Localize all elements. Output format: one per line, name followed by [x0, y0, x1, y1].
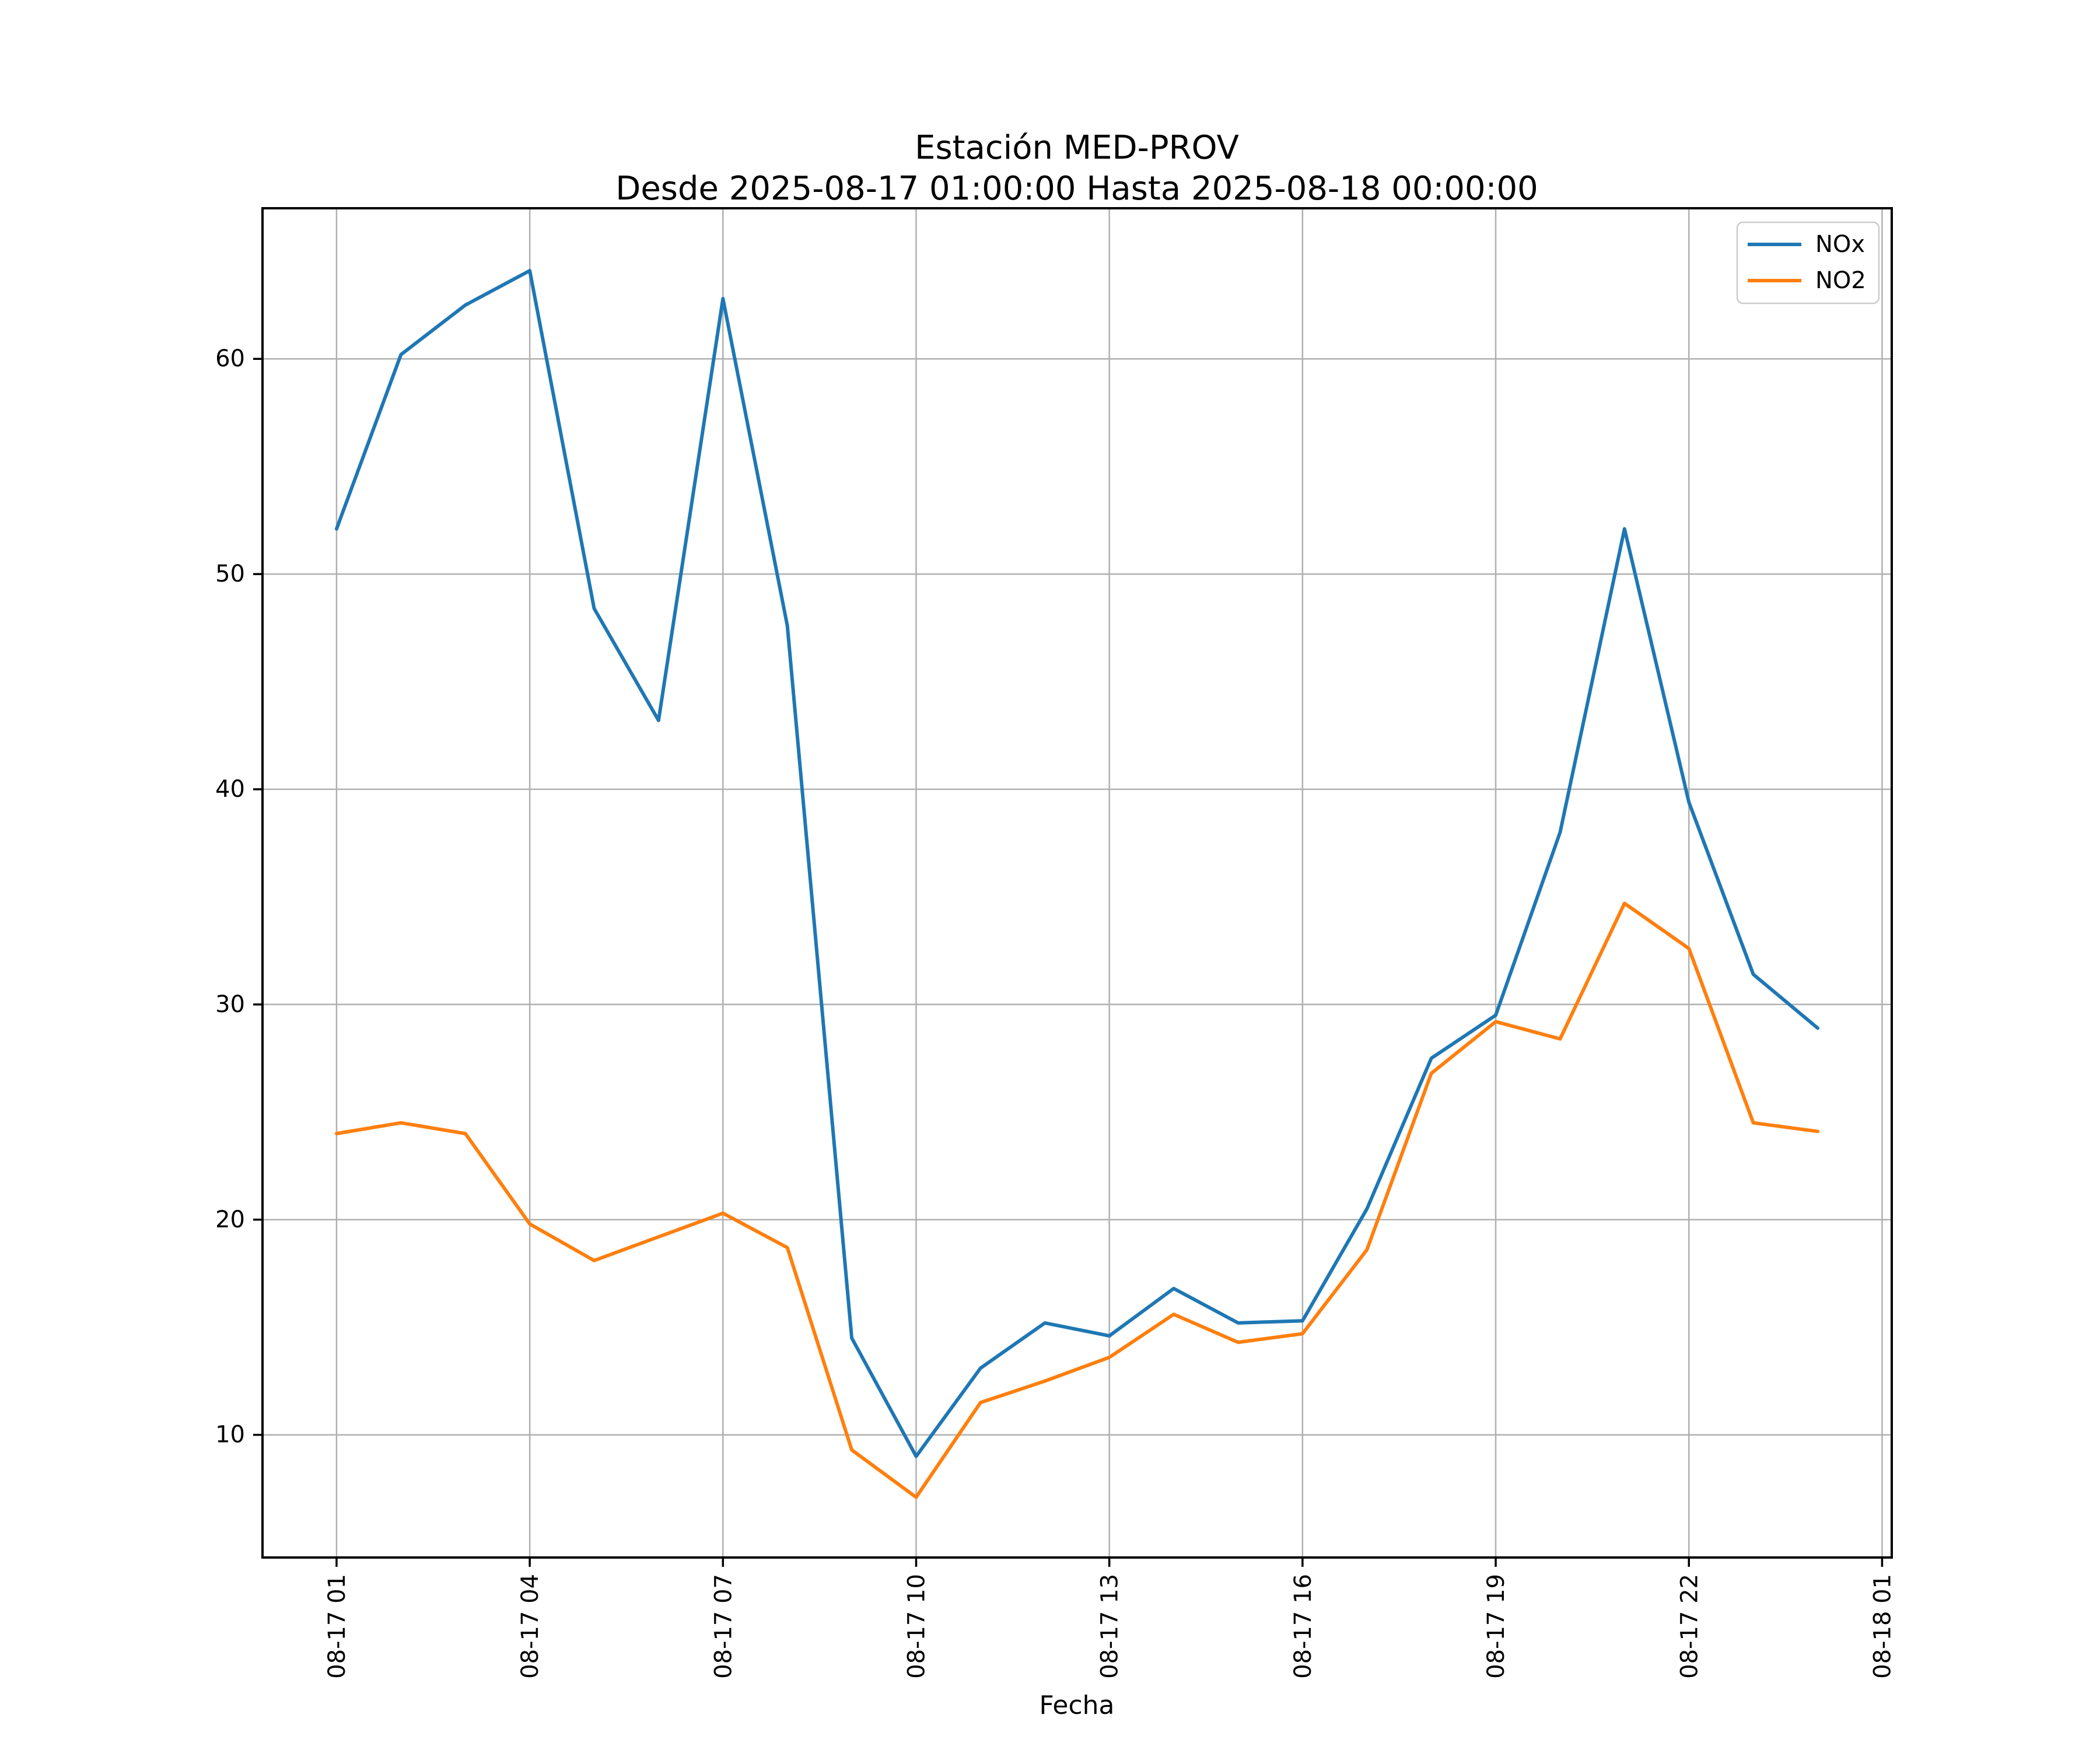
series-lines — [334, 268, 1820, 1499]
x-tick-label: 08-17 13 — [1097, 1574, 1124, 1679]
legend: NOx NO2 — [1736, 221, 1880, 304]
chart-subtitle: Desde 2025-08-17 01:00:00 Hasta 2025-08-… — [615, 170, 1538, 208]
x-tick-label: 08-18 01 — [1869, 1574, 1896, 1679]
x-tick-label: 08-17 07 — [710, 1574, 737, 1679]
plot-border — [261, 207, 1893, 1559]
legend-label-nox: NOx — [1815, 231, 1865, 258]
y-ticks: 10 20 30 40 50 60 — [215, 345, 262, 1448]
legend-box — [1736, 221, 1880, 304]
legend-label-no2: NO2 — [1815, 267, 1866, 294]
x-tick-label: 08-17 10 — [904, 1574, 930, 1679]
gridlines — [262, 208, 1892, 1558]
x-axis-label: Fecha — [1039, 1690, 1114, 1720]
plot-area — [262, 208, 1892, 1558]
y-tick-label: 50 — [215, 561, 245, 587]
x-tick-label: 08-17 01 — [324, 1574, 351, 1679]
nox-line — [334, 268, 1820, 1458]
no2-line — [334, 901, 1820, 1499]
y-tick-label: 20 — [215, 1206, 245, 1233]
x-tick-label: 08-17 16 — [1290, 1574, 1317, 1679]
chart-title: Estación MED-PROV — [915, 129, 1239, 167]
y-tick-label: 40 — [215, 776, 245, 803]
x-ticks: 08-17 01 08-17 04 08-17 07 08-17 10 08-17 13… — [324, 1558, 1896, 1679]
x-tick-label: 08-17 22 — [1676, 1574, 1703, 1679]
x-tick-label: 08-17 19 — [1483, 1574, 1510, 1679]
y-tick-label: 10 — [215, 1422, 245, 1448]
y-tick-label: 60 — [215, 345, 245, 372]
y-tick-label: 30 — [215, 991, 245, 1018]
x-tick-label: 08-17 04 — [517, 1574, 544, 1679]
